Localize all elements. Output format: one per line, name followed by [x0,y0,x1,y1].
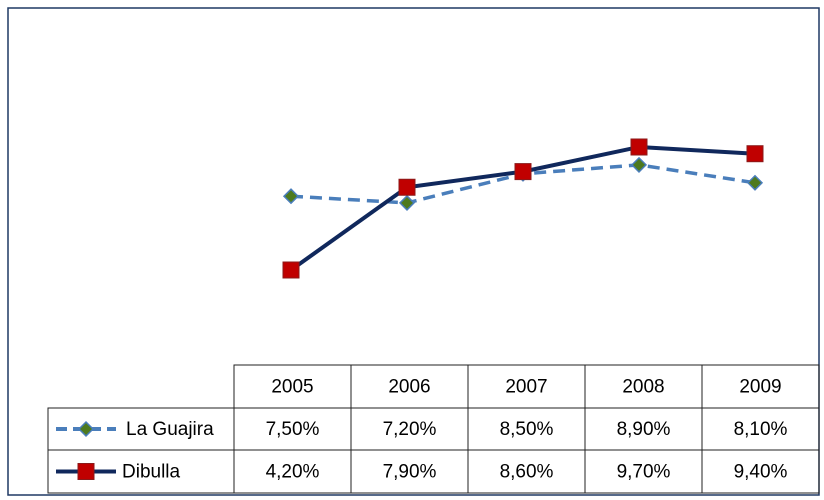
x-tick-label: 2006 [388,377,430,398]
legend-marker [77,420,95,438]
x-tick-label: 2007 [505,377,547,398]
data-point [398,178,416,196]
data-point [630,156,648,173]
data-label: 7,90% [383,462,437,483]
data-point [746,174,764,191]
data-label: 8,50% [500,419,554,440]
data-label: 9,40% [734,462,788,483]
data-label: 9,70% [617,462,671,483]
data-label: 7,20% [383,419,437,440]
data-point [746,145,764,163]
data-label: 8,60% [500,462,554,483]
x-tick-label: 2008 [622,377,664,398]
data-point [282,188,300,205]
data-label: 4,20% [266,462,320,483]
data-point [630,138,648,156]
data-label: 8,10% [734,419,788,440]
legend-label: La Guajira [126,419,214,440]
data-label: 8,90% [617,419,671,440]
legend-marker [77,463,95,480]
chart-frame [7,7,820,496]
data-point [282,261,300,279]
table-cell [701,449,820,494]
x-tick-label: 2009 [739,377,781,398]
data-point [398,194,416,211]
legend-label: Dibulla [122,462,181,483]
x-tick-label: 2005 [271,377,313,398]
data-label: 7,50% [266,419,320,440]
data-point [514,163,532,181]
